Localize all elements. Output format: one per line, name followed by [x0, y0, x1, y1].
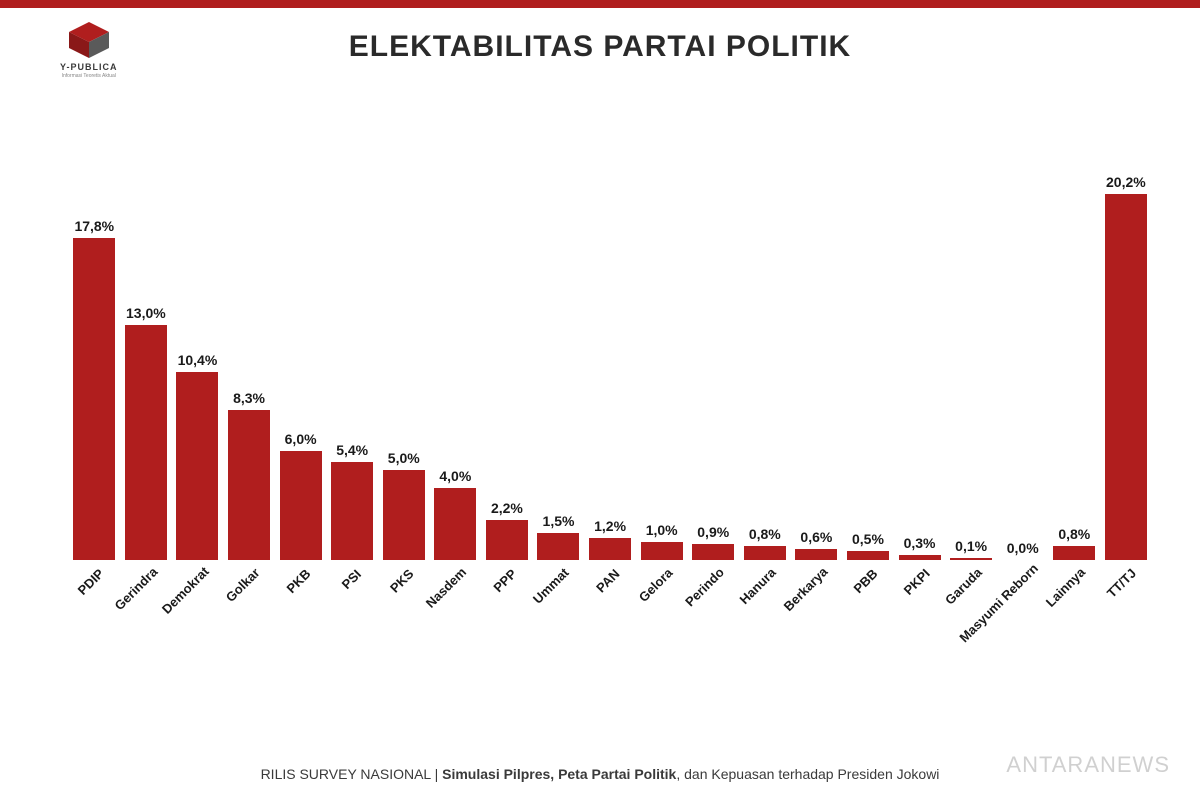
bar-category-label: Garuda — [942, 565, 985, 608]
bar-value-label: 0,6% — [800, 529, 832, 545]
bar-value-label: 6,0% — [285, 431, 317, 447]
bar-value-label: 17,8% — [74, 218, 114, 234]
bar-value-label: 1,2% — [594, 518, 626, 534]
bar — [899, 555, 941, 560]
bar-category-label: Nasdem — [423, 564, 469, 610]
bar — [795, 549, 837, 560]
bar — [744, 546, 786, 560]
bar-group: 6,0%PKB — [276, 431, 325, 560]
bar-group: 8,3%Golkar — [225, 390, 274, 560]
bar-category-label: Gerindra — [111, 564, 160, 613]
bar-group: 0,6%Berkarya — [792, 529, 841, 560]
bar — [125, 325, 167, 560]
bar — [641, 542, 683, 560]
bar-group: 0,9%Perindo — [689, 524, 738, 560]
bar-group: 5,0%PKS — [379, 450, 428, 560]
bar-group: 0,8%Lainnya — [1050, 526, 1099, 560]
bar — [176, 372, 218, 560]
bar-category-label: PKPI — [900, 566, 932, 598]
bar — [434, 488, 476, 560]
bar-group: 20,2%TT/TJ — [1102, 174, 1151, 560]
bar-value-label: 2,2% — [491, 500, 523, 516]
bar-category-label: PKB — [283, 566, 313, 596]
bar-value-label: 0,8% — [1058, 526, 1090, 542]
bar — [280, 451, 322, 560]
bar-category-label: PAN — [593, 566, 622, 595]
bars-container: 17,8%PDIP13,0%Gerindra10,4%Demokrat8,3%G… — [70, 160, 1150, 560]
footer-bold: Simulasi Pilpres, Peta Partai Politik — [442, 766, 676, 782]
bar-group: 0,0%Masyumi Reborn — [998, 540, 1047, 560]
bar-value-label: 1,0% — [646, 522, 678, 538]
bar — [383, 470, 425, 560]
bar-group: 2,2%PPP — [483, 500, 532, 560]
chart-title: ELEKTABILITAS PARTAI POLITIK — [0, 30, 1200, 64]
bar — [228, 410, 270, 560]
source-watermark: ANTARANEWS — [1006, 752, 1170, 778]
bar-category-label: Demokrat — [159, 564, 212, 617]
bar — [1053, 546, 1095, 560]
bar-value-label: 0,0% — [1007, 540, 1039, 556]
bar — [589, 538, 631, 560]
bar-group: 10,4%Demokrat — [173, 352, 222, 560]
bar-category-label: Perindo — [682, 565, 727, 610]
bar-category-label: Lainnya — [1043, 565, 1088, 610]
bar-group: 1,0%Gelora — [637, 522, 686, 560]
bar — [847, 551, 889, 560]
bar-value-label: 8,3% — [233, 390, 265, 406]
bar-value-label: 4,0% — [439, 468, 471, 484]
bar-category-label: Golkar — [223, 565, 263, 605]
bar-value-label: 0,9% — [697, 524, 729, 540]
bar-group: 4,0%Nasdem — [431, 468, 480, 560]
bar-group: 0,3%PKPI — [895, 535, 944, 560]
bar-category-label: Hanura — [736, 565, 778, 607]
bar-value-label: 0,8% — [749, 526, 781, 542]
bar-category-label: TT/TJ — [1104, 566, 1139, 601]
bar-category-label: PSI — [339, 567, 364, 592]
footer-prefix: RILIS SURVEY NASIONAL | — [261, 766, 443, 782]
bar-value-label: 1,5% — [543, 513, 575, 529]
header-accent-bar — [0, 0, 1200, 8]
bar — [331, 462, 373, 560]
bar — [692, 544, 734, 560]
bar-category-label: Gelora — [635, 565, 675, 605]
bar-group: 5,4%PSI — [328, 442, 377, 560]
bar — [486, 520, 528, 560]
bar-group: 0,1%Garuda — [947, 538, 996, 560]
bar-group: 1,5%Ummat — [534, 513, 583, 560]
bar-value-label: 20,2% — [1106, 174, 1146, 190]
bar-group: 17,8%PDIP — [70, 218, 119, 560]
bar-category-label: PDIP — [75, 566, 107, 598]
bar-value-label: 5,0% — [388, 450, 420, 466]
bar-category-label: PPP — [490, 566, 519, 595]
bar-category-label: PKS — [387, 566, 417, 596]
bar — [537, 533, 579, 560]
logo-tagline: Informasi Teoretis Aktual — [62, 73, 116, 79]
bar — [950, 558, 992, 560]
bar-value-label: 0,5% — [852, 531, 884, 547]
bar-group: 0,5%PBB — [844, 531, 893, 560]
bar-value-label: 5,4% — [336, 442, 368, 458]
bar-value-label: 13,0% — [126, 305, 166, 321]
bar-value-label: 0,3% — [904, 535, 936, 551]
bar — [73, 238, 115, 560]
bar-category-label: Berkarya — [781, 564, 831, 614]
bar — [1105, 194, 1147, 560]
bar-category-label: PBB — [850, 566, 880, 596]
bar-value-label: 10,4% — [178, 352, 218, 368]
bar-group: 13,0%Gerindra — [122, 305, 171, 560]
bar-category-label: Ummat — [530, 565, 572, 607]
bar-group: 0,8%Hanura — [741, 526, 790, 560]
bar-group: 1,2%PAN — [586, 518, 635, 560]
footer-suffix: , dan Kepuasan terhadap Presiden Jokowi — [676, 766, 939, 782]
bar-value-label: 0,1% — [955, 538, 987, 554]
bar-chart: 17,8%PDIP13,0%Gerindra10,4%Demokrat8,3%G… — [70, 160, 1150, 660]
